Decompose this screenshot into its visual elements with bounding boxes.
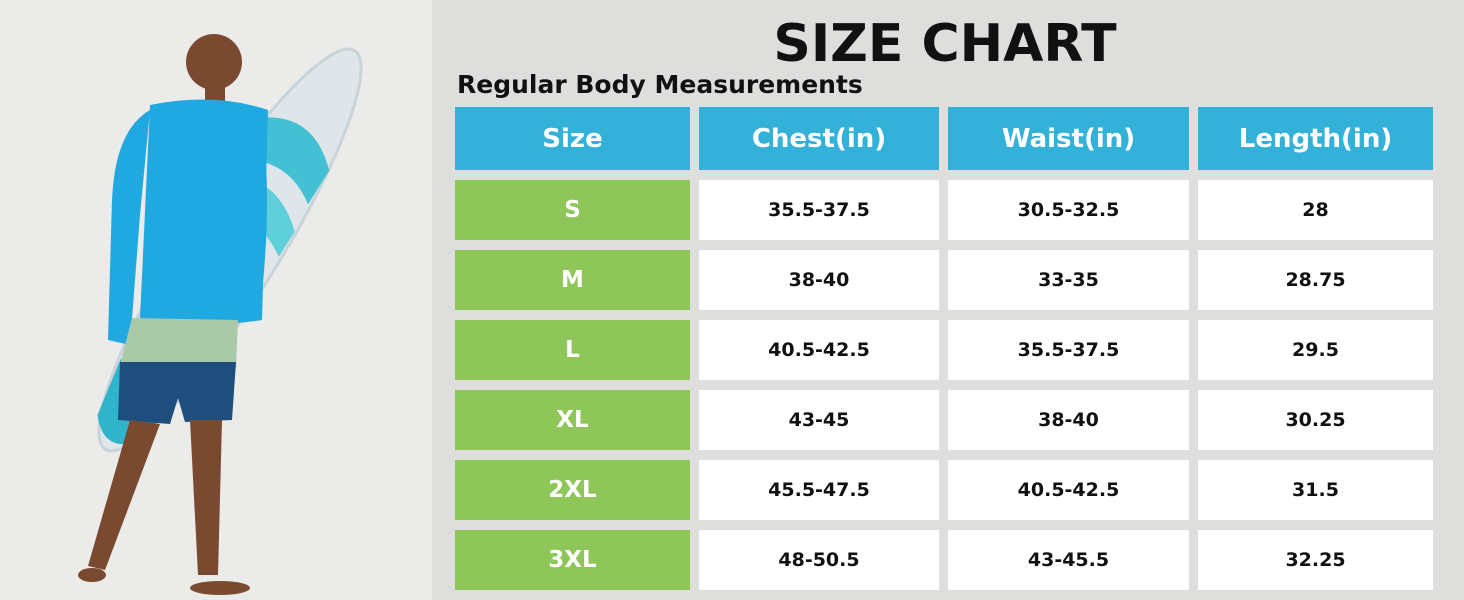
title: SIZE CHART <box>773 14 1117 74</box>
measurement-cell: 38-40 <box>699 250 939 310</box>
measurement-cell: 40.5-42.5 <box>948 460 1189 520</box>
measurement-cell: 31.5 <box>1198 460 1433 520</box>
size-label: L <box>455 320 690 380</box>
measurement-cell: 38-40 <box>948 390 1189 450</box>
size-label: XL <box>455 390 690 450</box>
measurement-cell: 33-35 <box>948 250 1189 310</box>
product-photo <box>0 0 432 600</box>
measurement-cell: 43-45 <box>699 390 939 450</box>
measurement-cell: 32.25 <box>1198 530 1433 590</box>
measurement-cell: 28 <box>1198 180 1433 240</box>
measurement-cell: 28.75 <box>1198 250 1433 310</box>
measurement-cell: 30.5-32.5 <box>948 180 1189 240</box>
size-label: 2XL <box>455 460 690 520</box>
measurement-cell: 35.5-37.5 <box>699 180 939 240</box>
subtitle: Regular Body Measurements <box>457 70 863 99</box>
size-label: S <box>455 180 690 240</box>
column-header: Chest(in) <box>699 107 939 170</box>
measurement-cell: 40.5-42.5 <box>699 320 939 380</box>
measurement-cell: 48-50.5 <box>699 530 939 590</box>
column-header: Size <box>455 107 690 170</box>
column-header: Length(in) <box>1198 107 1433 170</box>
column-header: Waist(in) <box>948 107 1189 170</box>
size-label: M <box>455 250 690 310</box>
measurement-cell: 29.5 <box>1198 320 1433 380</box>
size-label: 3XL <box>455 530 690 590</box>
measurement-cell: 45.5-47.5 <box>699 460 939 520</box>
measurement-cell: 30.25 <box>1198 390 1433 450</box>
measurement-cell: 35.5-37.5 <box>948 320 1189 380</box>
measurement-cell: 43-45.5 <box>948 530 1189 590</box>
